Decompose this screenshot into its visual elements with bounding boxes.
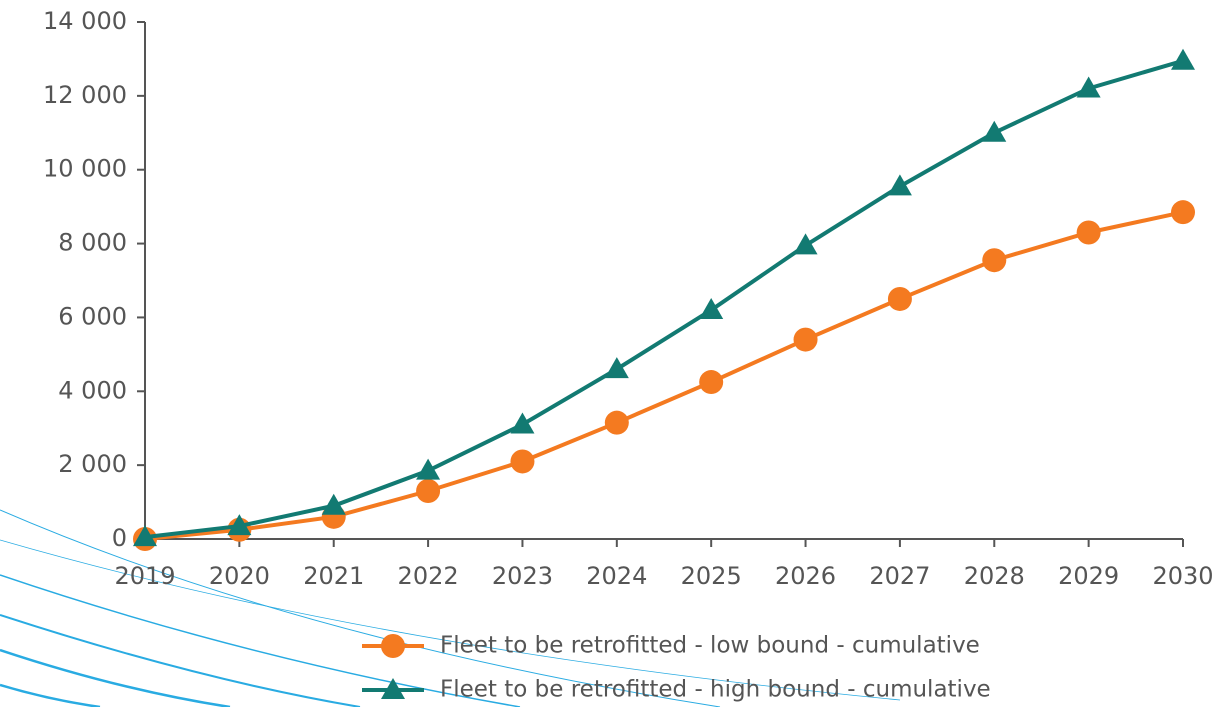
x-tick-label: 2025 [681, 562, 742, 590]
marker [381, 634, 405, 658]
marker [510, 412, 535, 434]
x-tick-label: 2030 [1152, 562, 1213, 590]
legend-label: Fleet to be retrofitted - low bound - cu… [440, 633, 980, 659]
marker [982, 248, 1007, 273]
marker [793, 327, 818, 352]
y-tick-label: 8 000 [58, 229, 127, 257]
y-tick-label: 10 000 [43, 155, 127, 183]
marker [604, 357, 629, 379]
x-tick-label: 2022 [398, 562, 459, 590]
x-tick-label: 2026 [775, 562, 836, 590]
y-tick-label: 2 000 [58, 450, 127, 478]
marker [416, 458, 441, 480]
marker [1171, 200, 1195, 225]
marker [1076, 76, 1101, 98]
y-tick-label: 6 000 [58, 302, 127, 330]
x-tick-label: 2029 [1058, 562, 1119, 590]
marker [793, 233, 818, 255]
marker [699, 298, 724, 320]
marker [321, 493, 346, 515]
x-tick-label: 2021 [303, 562, 364, 590]
y-tick-label: 4 000 [58, 376, 127, 404]
marker [416, 478, 441, 503]
marker [133, 525, 157, 547]
marker [510, 449, 535, 474]
x-tick-label: 2023 [492, 562, 553, 590]
marker [887, 174, 912, 196]
marker [982, 120, 1007, 142]
legend-label: Fleet to be retrofitted - high bound - c… [440, 677, 991, 703]
x-tick-label: 2027 [869, 562, 930, 590]
x-tick-label: 2020 [209, 562, 270, 590]
marker [1076, 220, 1101, 245]
y-tick-label: 0 [112, 524, 127, 552]
x-tick-label: 2028 [964, 562, 1025, 590]
decoration [0, 509, 901, 707]
y-tick-label: 12 000 [43, 81, 127, 109]
series-line [144, 58, 1184, 540]
marker [699, 370, 724, 395]
series-line [144, 210, 1184, 541]
x-tick-label: 2019 [114, 562, 175, 590]
marker [887, 286, 912, 311]
marker [381, 678, 405, 699]
y-tick-label: 14 000 [43, 7, 127, 35]
x-tick-label: 2024 [586, 562, 647, 590]
marker [604, 410, 629, 435]
marker [227, 514, 252, 536]
marker [1171, 48, 1195, 70]
